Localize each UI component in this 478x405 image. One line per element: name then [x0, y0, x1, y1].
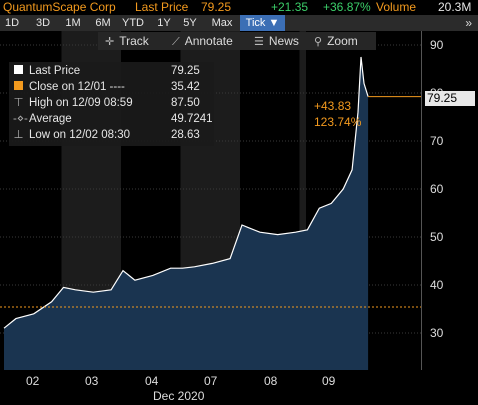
- zoom-label: Zoom: [327, 34, 358, 48]
- range-1y[interactable]: 1Y: [157, 17, 171, 29]
- net-change: +21.35: [271, 0, 309, 14]
- range-1m[interactable]: 1M: [65, 17, 81, 29]
- ticker-name[interactable]: QuantumScape Corp: [3, 0, 116, 14]
- chart-toolbar: ✛ Track ⟋ Annotate ☰ News ⚲ Zoom: [98, 32, 376, 50]
- zoom-tool[interactable]: ⚲ Zoom: [314, 32, 358, 50]
- range-max[interactable]: Max: [211, 17, 233, 29]
- legend-value: 35.42: [171, 81, 200, 93]
- y-tick-label: 90: [430, 38, 444, 52]
- range-selector: 1D 3D 1M 6M YTD 1Y 5Y Max Tick ▼ »: [0, 15, 478, 31]
- legend-value: 28.63: [171, 129, 200, 141]
- average-marker-icon: -⋄-: [13, 113, 28, 125]
- x-tick-label: 07: [204, 374, 218, 388]
- pencil-icon: ⟋: [172, 36, 180, 48]
- change-abs-annotation: +43.83: [314, 99, 352, 113]
- track-tool[interactable]: ✛ Track: [105, 32, 149, 50]
- x-axis-month-label: Dec 2020: [153, 389, 205, 403]
- last-price-tag: 79.25: [425, 91, 475, 106]
- news-icon: ☰: [254, 36, 264, 48]
- range-6m[interactable]: 6M: [95, 17, 111, 29]
- x-tick-label: 08: [264, 374, 278, 388]
- chart-legend: Last Price 79.25 Close on 12/01 ---- 35.…: [9, 62, 214, 146]
- y-tick-label: 30: [430, 326, 444, 340]
- high-marker-icon: ⊤: [13, 97, 24, 109]
- quote-header: QuantumScape Corp Last Price 79.25 +21.3…: [0, 0, 478, 15]
- y-tick-label: 50: [430, 230, 444, 244]
- x-tick-label: 02: [26, 374, 40, 388]
- day-band: [299, 31, 306, 370]
- range-tick-dropdown[interactable]: Tick ▼: [240, 15, 285, 31]
- range-1d[interactable]: 1D: [4, 17, 20, 29]
- annotate-label: Annotate: [184, 34, 233, 48]
- x-tick-label: 03: [85, 374, 99, 388]
- legend-label: Low on 12/02 08:30: [29, 129, 131, 141]
- legend-label: Last Price: [29, 65, 81, 77]
- x-tick-label: 09: [322, 374, 336, 388]
- legend-label: High on 12/09 08:59: [29, 97, 133, 109]
- price-line: [3, 56, 369, 329]
- range-3d[interactable]: 3D: [35, 17, 51, 29]
- legend-value: 87.50: [171, 97, 200, 109]
- y-tick-label: 40: [430, 278, 444, 292]
- range-5y[interactable]: 5Y: [183, 17, 197, 29]
- y-tick-label: 60: [430, 182, 444, 196]
- legend-swatch-orange: [13, 80, 24, 94]
- last-price-label: Last Price: [135, 0, 189, 14]
- legend-label: Average: [29, 113, 72, 125]
- low-marker-icon: ⊥: [13, 129, 24, 141]
- last-price-value: 79.25: [201, 0, 232, 14]
- change-pct-annotation: 123.74%: [314, 115, 362, 129]
- news-label: News: [268, 34, 299, 48]
- y-tick-label: 70: [430, 134, 444, 148]
- price-area-fill: [4, 57, 369, 370]
- legend-value: 49.7241: [171, 113, 213, 125]
- volume-value: 20.3M: [438, 0, 472, 14]
- annotate-tool[interactable]: ⟋ Annotate: [172, 32, 233, 50]
- volume-label: Volume: [376, 0, 417, 14]
- legend-high[interactable]: ⊤ High on 12/09 08:59 87.50: [9, 96, 214, 110]
- magnifier-icon: ⚲: [314, 36, 323, 48]
- legend-swatch-white: [13, 64, 24, 78]
- legend-last-price[interactable]: Last Price 79.25: [9, 64, 214, 78]
- legend-close[interactable]: Close on 12/01 ---- 35.42: [9, 80, 214, 94]
- legend-average[interactable]: -⋄- Average 49.7241: [9, 112, 214, 126]
- crosshair-icon: ✛: [105, 36, 115, 48]
- pct-change: +36.87%: [323, 0, 371, 14]
- legend-label: Close on 12/01 ----: [29, 81, 125, 93]
- legend-low[interactable]: ⊥ Low on 12/02 08:30 28.63: [9, 128, 214, 142]
- x-tick-label: 04: [145, 374, 159, 388]
- news-tool[interactable]: ☰ News: [254, 32, 299, 50]
- range-ytd[interactable]: YTD: [122, 17, 144, 29]
- legend-value: 79.25: [171, 65, 200, 77]
- track-label: Track: [119, 34, 149, 48]
- more-icon[interactable]: »: [465, 16, 472, 30]
